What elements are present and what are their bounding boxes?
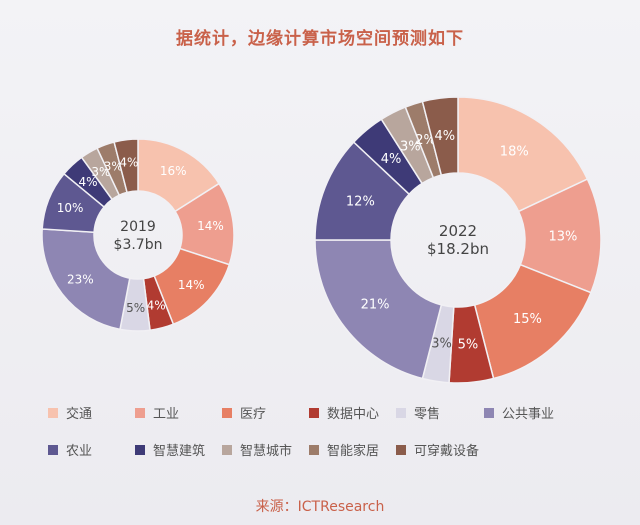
donut-2022-slice-10 [421, 96, 459, 177]
donut-2022-year: 2022 [439, 222, 477, 240]
donut-2022-label-8: 3% [400, 139, 421, 154]
chart-title: 据统计，边缘计算市场空间预测如下 [176, 29, 464, 49]
donut-2019-total: $3.7bn [114, 237, 163, 253]
donut-2019-label-6: 10% [57, 201, 84, 215]
donut-2022-label-7: 4% [381, 152, 402, 167]
donut-2022-label-5: 21% [361, 297, 390, 312]
donut-2022-slice-5 [314, 239, 443, 380]
donut-2022-label-1: 13% [548, 230, 577, 245]
donut-2022-label-3: 5% [458, 338, 479, 353]
donut-2019-label-9: 3% [104, 159, 123, 173]
donut-2019-label-3: 4% [147, 299, 166, 313]
donut-2019-label-10: 4% [119, 156, 138, 170]
donut-2019-slice-10 [113, 138, 139, 194]
donut-2022-label-2: 15% [513, 312, 542, 327]
donut-2022-label-10: 4% [435, 129, 456, 144]
donut-2019-label-5: 23% [67, 273, 94, 287]
donut-2022-total: $18.2bn [427, 240, 489, 258]
donut-2019-label-7: 4% [79, 175, 98, 189]
donut-2022-label-6: 12% [346, 194, 375, 209]
donut-2019-year: 2019 [120, 219, 156, 235]
donut-2019-label-1: 14% [197, 219, 224, 233]
donut-2022-slice-0 [457, 96, 589, 213]
donut-2022-label-9: 2% [415, 133, 436, 148]
source-note: 来源：ICTResearch [255, 499, 385, 515]
donut-2019-label-8: 3% [91, 165, 110, 179]
donut-2019-slice-5 [41, 228, 131, 331]
donut-2022-label-0: 18% [500, 144, 529, 159]
donut-2019-label-2: 14% [178, 278, 205, 292]
donut-2019-label-4: 5% [126, 301, 145, 315]
donut-2019-label-0: 16% [160, 164, 187, 178]
donut-2022-label-4: 3% [431, 337, 452, 352]
